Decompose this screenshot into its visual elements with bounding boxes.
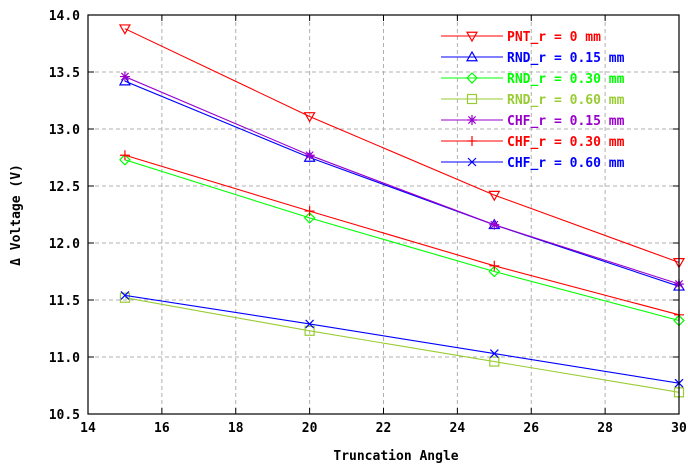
legend-entry: CHF_r = 0.15 mm: [441, 114, 625, 129]
data-point-marker: [489, 349, 499, 359]
data-point-marker: [488, 190, 501, 202]
x-tick-label: 24: [450, 421, 466, 436]
data-point-marker: [489, 219, 500, 230]
y-tick-label: 13.5: [49, 66, 80, 81]
series-line: [124, 154, 680, 316]
series-1: [118, 24, 686, 269]
legend-entry: RND_r = 0.15 mm: [441, 50, 625, 66]
y-tick-label: 13.0: [49, 123, 80, 138]
data-point-marker: [119, 71, 130, 82]
data-point-marker: [120, 291, 130, 300]
axis-ticks: [87, 14, 680, 415]
x-tick-labels: 14 16 18 20 22 24 26 28 30: [80, 421, 687, 436]
data-point-marker: [119, 150, 130, 161]
legend-marker: [466, 93, 478, 105]
x-axis-label: Truncation Angle: [333, 449, 458, 464]
legend-entry: CHF_r = 0.60 mm: [441, 156, 625, 171]
legend-entry: PNT_r = 0 mm: [441, 30, 601, 45]
y-tick-label: 14.0: [49, 9, 80, 24]
x-tick-label: 20: [302, 421, 318, 436]
data-point-marker: [303, 112, 316, 123]
legend-entry: RND_r = 0.60 mm: [441, 93, 625, 108]
data-point-marker: [304, 150, 315, 161]
data-point-marker: [305, 319, 315, 329]
legend-label: RND_r = 0.60 mm: [507, 93, 625, 108]
series-line: [124, 159, 680, 322]
legend-marker: [465, 31, 479, 43]
data-point-marker: [119, 153, 131, 166]
y-axis-label: Δ Voltage (V): [9, 164, 24, 266]
x-tick-label: 18: [228, 421, 244, 436]
legend-label: CHF_r = 0.30 mm: [507, 135, 625, 150]
series-4: [119, 292, 685, 398]
legend-entry: RND_r = 0.30 mm: [441, 72, 625, 87]
series-line: [124, 294, 680, 384]
legend-marker: [467, 136, 477, 146]
data-point-marker: [304, 325, 315, 336]
legend-label: CHF_r = 0.15 mm: [507, 114, 625, 129]
series-line: [124, 297, 680, 393]
y-tick-labels: 10.5 11.0 11.5 12.0 12.5 13.0 13.5 14.0: [49, 9, 80, 423]
legend-marker: [467, 157, 477, 167]
series-line: [124, 80, 680, 287]
legend-marker: [466, 72, 478, 84]
x-tick-label: 30: [671, 421, 687, 436]
x-tick-label: 16: [154, 421, 170, 436]
data-point-marker: [118, 24, 131, 35]
series-line: [124, 28, 680, 263]
legend-marker: [467, 115, 477, 125]
y-tick-label: 10.5: [49, 408, 80, 423]
data-point-marker: [303, 212, 316, 224]
y-tick-label: 11.0: [49, 351, 80, 366]
legend-label: RND_r = 0.30 mm: [507, 72, 625, 87]
x-tick-label: 26: [523, 421, 539, 436]
y-tick-label: 12.0: [49, 237, 80, 252]
data-point-marker: [489, 260, 500, 271]
data-point-marker: [304, 206, 315, 217]
legend-label: CHF_r = 0.60 mm: [507, 156, 625, 171]
series-3: [119, 153, 685, 327]
data-point-marker: [489, 356, 500, 367]
data-point-marker: [488, 265, 501, 278]
legend: PNT_r = 0 mm RND_r = 0.15 mm RND_r = 0.30 …: [441, 30, 625, 171]
series-layer: [118, 24, 686, 398]
x-tick-label: 22: [376, 421, 392, 436]
legend-label: PNT_r = 0 mm: [507, 30, 601, 45]
series-line: [124, 76, 680, 285]
y-tick-label: 11.5: [49, 294, 80, 309]
grid-lines: [88, 15, 679, 414]
x-tick-label: 14: [80, 421, 96, 436]
legend-label: RND_r = 0.15 mm: [507, 51, 625, 66]
legend-marker: [465, 50, 479, 62]
x-tick-label: 28: [597, 421, 613, 436]
data-point-marker: [118, 74, 131, 86]
y-tick-label: 12.5: [49, 180, 80, 195]
legend-entry: CHF_r = 0.30 mm: [441, 135, 625, 150]
data-point-marker: [119, 292, 131, 303]
